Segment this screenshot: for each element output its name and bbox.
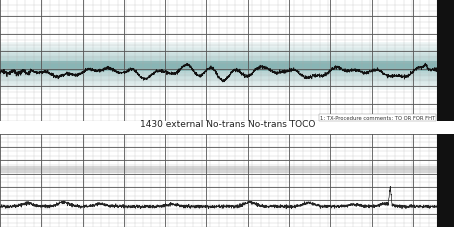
Bar	[0, 47, 454, 49]
Bar	[0, 67, 454, 68]
Bar	[0, 49, 454, 51]
Bar	[0, 44, 454, 46]
Bar	[0, 167, 454, 173]
Bar	[437, 134, 454, 227]
Bar	[0, 76, 454, 78]
Bar	[0, 73, 454, 75]
Bar	[0, 57, 454, 59]
Bar	[0, 85, 454, 86]
Bar	[0, 60, 454, 62]
Bar	[0, 75, 454, 76]
Bar	[0, 42, 454, 44]
Bar	[0, 68, 454, 70]
Bar	[0, 46, 454, 47]
Bar	[0, 62, 454, 72]
Bar	[0, 81, 454, 83]
Bar	[0, 78, 454, 80]
Bar	[0, 59, 454, 60]
Bar	[0, 86, 454, 88]
Bar	[0, 72, 454, 73]
Text: 1430 external No-trans No-trans TOCO: 1430 external No-trans No-trans TOCO	[140, 119, 315, 128]
Bar	[0, 70, 454, 72]
Bar	[0, 64, 454, 65]
Bar	[0, 55, 454, 57]
Bar	[0, 52, 454, 54]
Bar	[0, 51, 454, 52]
Bar	[0, 62, 454, 64]
Bar	[0, 80, 454, 81]
Bar	[0, 88, 454, 89]
Bar	[0, 89, 454, 91]
Text: 1: TX-Procedure comments: TO OR FOR FHT: 1: TX-Procedure comments: TO OR FOR FHT	[320, 115, 435, 120]
Bar	[0, 65, 454, 67]
Bar	[0, 54, 454, 55]
Bar	[437, 0, 454, 121]
Bar	[0, 83, 454, 85]
